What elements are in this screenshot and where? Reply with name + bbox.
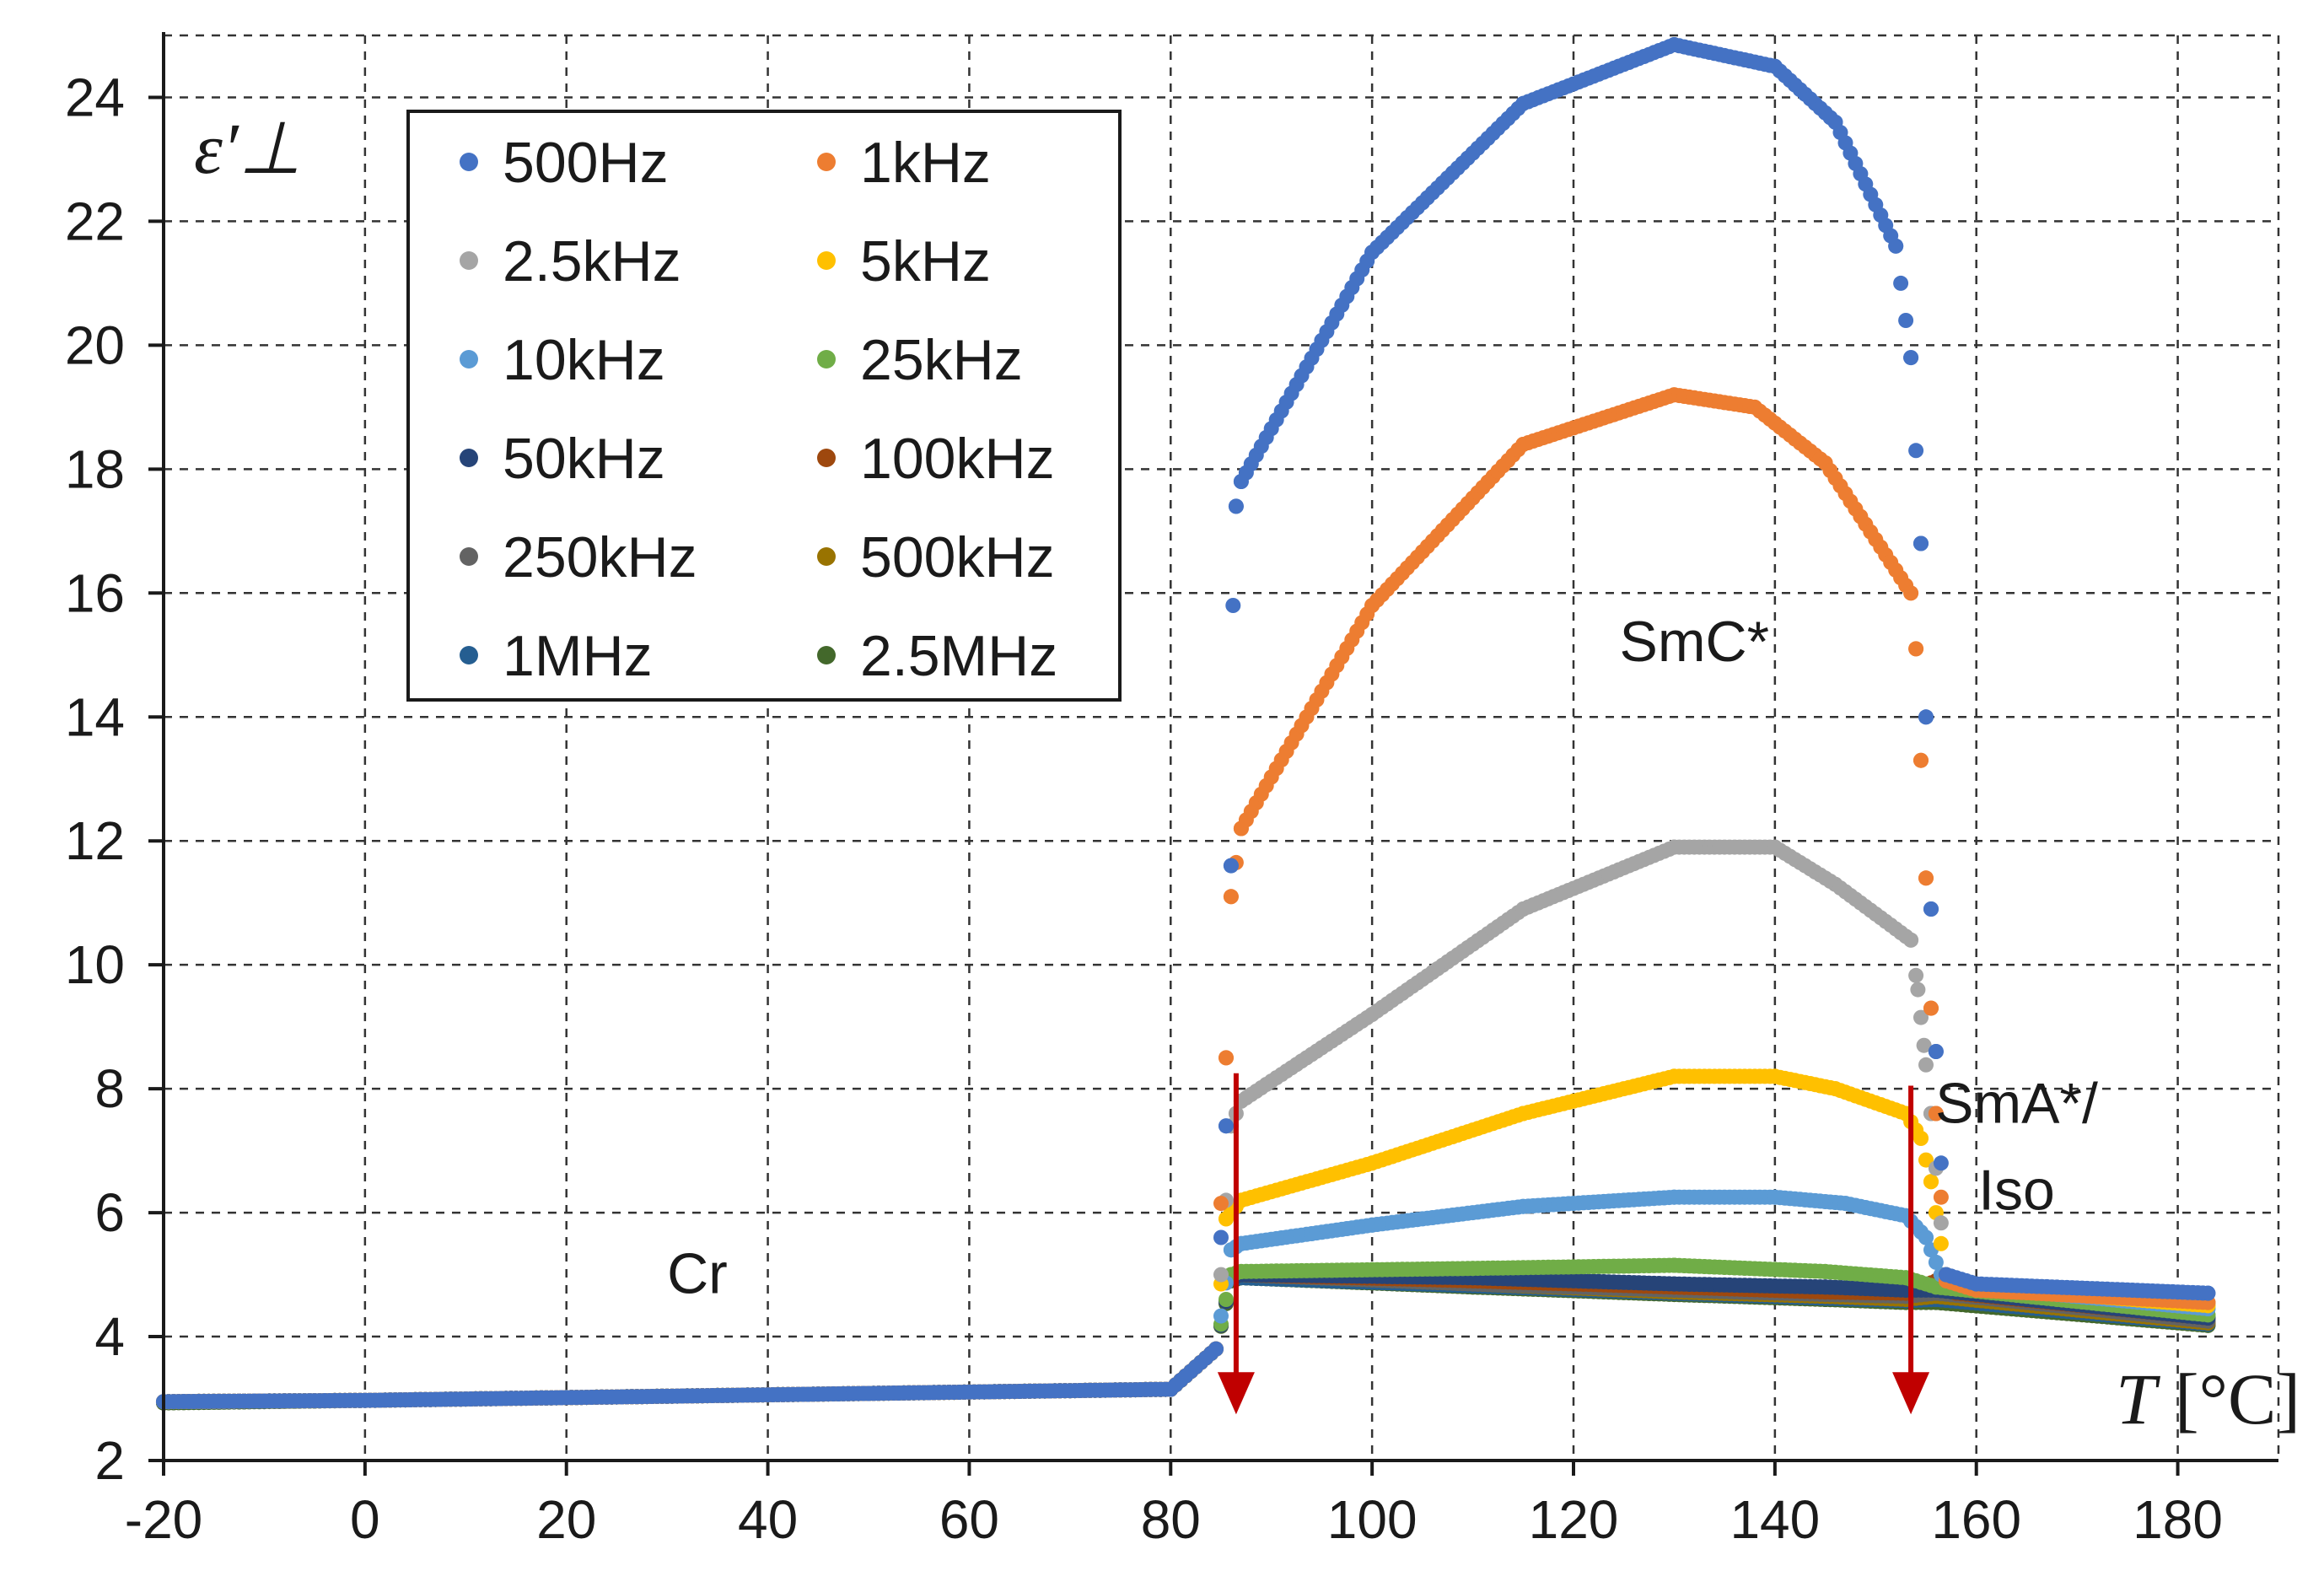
data-point <box>1913 1009 1929 1025</box>
data-point <box>1213 1267 1229 1283</box>
data-point <box>1933 1235 1949 1251</box>
data-point <box>1933 1215 1949 1231</box>
data-point <box>1903 932 1919 948</box>
data-point <box>1916 1037 1932 1053</box>
data-point <box>1923 1000 1939 1016</box>
data-point <box>1928 1254 1944 1270</box>
data-point <box>1223 858 1239 874</box>
data-point <box>1918 1229 1934 1245</box>
data-point <box>1218 1118 1234 1134</box>
data-point <box>1213 1308 1229 1324</box>
data-point <box>1213 1229 1229 1245</box>
data-point <box>1903 585 1919 601</box>
data-point <box>1913 1130 1929 1146</box>
data-point <box>1913 752 1929 768</box>
data-point <box>1908 967 1924 983</box>
data-point <box>1218 1292 1234 1307</box>
data-point <box>1208 1341 1224 1357</box>
data-point <box>1228 498 1244 514</box>
data-point <box>1928 1106 1944 1122</box>
data-point <box>1918 1057 1934 1073</box>
data-point <box>1933 1189 1949 1205</box>
data-point <box>1218 1050 1234 1066</box>
data-point <box>1923 1174 1939 1190</box>
data-point <box>1918 1152 1934 1168</box>
data-point <box>1213 1196 1229 1212</box>
data-point <box>1908 641 1924 657</box>
data-point <box>1225 598 1241 613</box>
series-500Hz <box>156 37 2216 1410</box>
data-point <box>1223 889 1239 905</box>
data-point <box>1918 870 1934 886</box>
series-layer <box>156 37 2216 1411</box>
data-point <box>1910 982 1926 998</box>
